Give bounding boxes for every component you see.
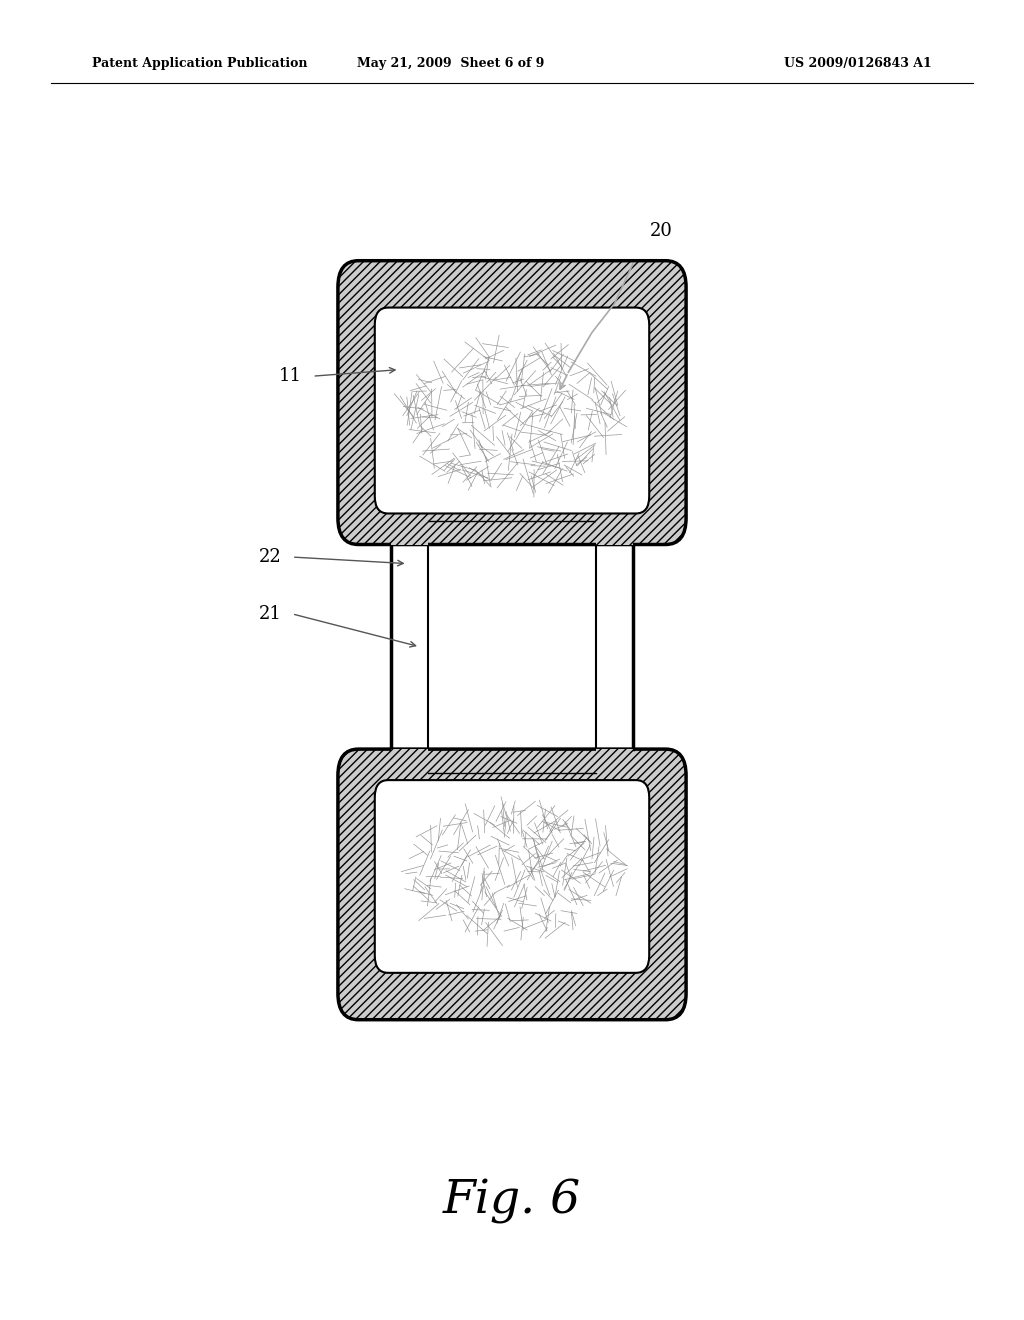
FancyBboxPatch shape <box>375 308 649 513</box>
Text: Patent Application Publication: Patent Application Publication <box>92 57 307 70</box>
Text: 20: 20 <box>650 222 673 240</box>
Bar <box>596 545 633 748</box>
Bar <box>391 521 428 545</box>
Text: 11: 11 <box>280 367 302 385</box>
Bar <box>391 748 428 772</box>
Text: Fig. 6: Fig. 6 <box>442 1179 582 1224</box>
FancyBboxPatch shape <box>338 261 686 545</box>
FancyBboxPatch shape <box>338 750 686 1019</box>
Text: 21: 21 <box>259 605 282 623</box>
Bar <box>596 521 633 545</box>
Bar <box>391 545 633 748</box>
Text: US 2009/0126843 A1: US 2009/0126843 A1 <box>784 57 932 70</box>
Text: 22: 22 <box>259 548 282 566</box>
Text: May 21, 2009  Sheet 6 of 9: May 21, 2009 Sheet 6 of 9 <box>357 57 544 70</box>
FancyBboxPatch shape <box>375 780 649 973</box>
Bar <box>391 545 428 748</box>
Bar <box>596 748 633 772</box>
